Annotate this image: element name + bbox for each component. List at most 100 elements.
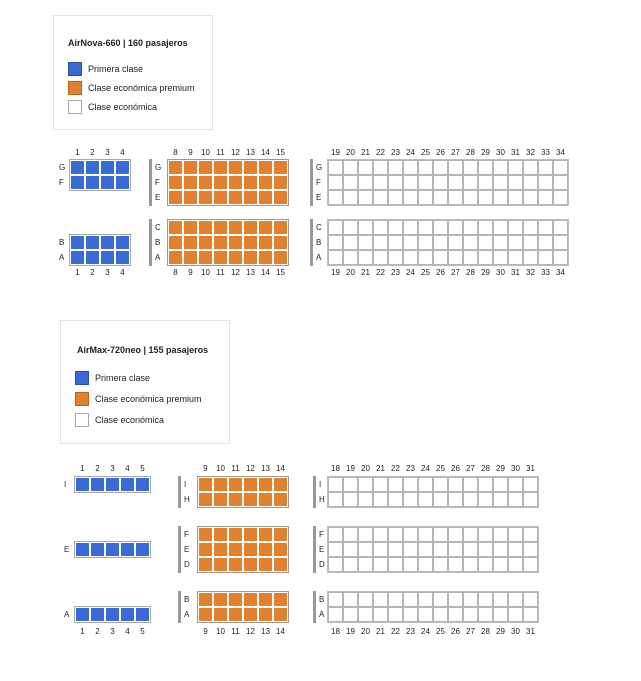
seat[interactable] [403,492,418,507]
seat[interactable] [553,175,568,190]
seat[interactable] [343,492,358,507]
seat[interactable] [228,542,243,557]
seat[interactable] [538,220,553,235]
seat[interactable] [358,557,373,572]
seat[interactable] [418,592,433,607]
seat[interactable] [135,542,150,557]
seat[interactable] [418,492,433,507]
seat[interactable] [358,477,373,492]
seat[interactable] [358,607,373,622]
seat[interactable] [328,592,343,607]
seat[interactable] [343,527,358,542]
seat[interactable] [478,477,493,492]
seat[interactable] [433,477,448,492]
seat[interactable] [100,160,115,175]
seat[interactable] [433,250,448,265]
seat[interactable] [493,477,508,492]
seat[interactable] [508,477,523,492]
seat[interactable] [388,250,403,265]
seat[interactable] [448,607,463,622]
seat[interactable] [388,542,403,557]
seat[interactable] [508,235,523,250]
seat[interactable] [373,542,388,557]
seat[interactable] [168,220,183,235]
seat[interactable] [373,477,388,492]
seat[interactable] [478,250,493,265]
seat[interactable] [553,235,568,250]
seat[interactable] [213,220,228,235]
seat[interactable] [433,527,448,542]
seat[interactable] [213,160,228,175]
seat[interactable] [478,190,493,205]
seat[interactable] [493,492,508,507]
seat[interactable] [328,190,343,205]
seat[interactable] [258,477,273,492]
seat[interactable] [135,607,150,622]
seat[interactable] [388,607,403,622]
seat[interactable] [493,175,508,190]
seat[interactable] [183,250,198,265]
seat[interactable] [358,190,373,205]
seat[interactable] [273,160,288,175]
seat[interactable] [328,220,343,235]
seat[interactable] [493,607,508,622]
seat[interactable] [198,250,213,265]
seat[interactable] [433,557,448,572]
seat[interactable] [343,592,358,607]
seat[interactable] [358,542,373,557]
seat[interactable] [448,542,463,557]
seat[interactable] [198,220,213,235]
seat[interactable] [243,175,258,190]
seat[interactable] [273,607,288,622]
seat[interactable] [228,477,243,492]
seat[interactable] [75,607,90,622]
seat[interactable] [75,542,90,557]
seat[interactable] [358,492,373,507]
seat[interactable] [433,235,448,250]
seat[interactable] [100,175,115,190]
seat[interactable] [403,235,418,250]
seat[interactable] [90,477,105,492]
seat[interactable] [523,190,538,205]
seat[interactable] [100,250,115,265]
seat[interactable] [358,235,373,250]
seat[interactable] [373,250,388,265]
seat[interactable] [523,542,538,557]
seat[interactable] [523,492,538,507]
seat[interactable] [523,250,538,265]
seat[interactable] [198,477,213,492]
seat[interactable] [523,607,538,622]
seat[interactable] [538,190,553,205]
seat[interactable] [198,190,213,205]
seat[interactable] [463,220,478,235]
seat[interactable] [508,542,523,557]
seat[interactable] [433,607,448,622]
seat[interactable] [448,250,463,265]
seat[interactable] [115,160,130,175]
seat[interactable] [273,190,288,205]
seat[interactable] [198,592,213,607]
seat[interactable] [343,542,358,557]
seat[interactable] [243,477,258,492]
seat[interactable] [478,607,493,622]
seat[interactable] [343,250,358,265]
seat[interactable] [373,160,388,175]
seat[interactable] [433,542,448,557]
seat[interactable] [403,607,418,622]
seat[interactable] [373,527,388,542]
seat[interactable] [168,190,183,205]
seat[interactable] [243,527,258,542]
seat[interactable] [135,477,150,492]
seat[interactable] [213,175,228,190]
seat[interactable] [183,220,198,235]
seat[interactable] [228,250,243,265]
seat[interactable] [273,557,288,572]
seat[interactable] [433,492,448,507]
seat[interactable] [258,175,273,190]
seat[interactable] [493,592,508,607]
seat[interactable] [273,250,288,265]
seat[interactable] [463,190,478,205]
seat[interactable] [85,250,100,265]
seat[interactable] [553,160,568,175]
seat[interactable] [328,542,343,557]
